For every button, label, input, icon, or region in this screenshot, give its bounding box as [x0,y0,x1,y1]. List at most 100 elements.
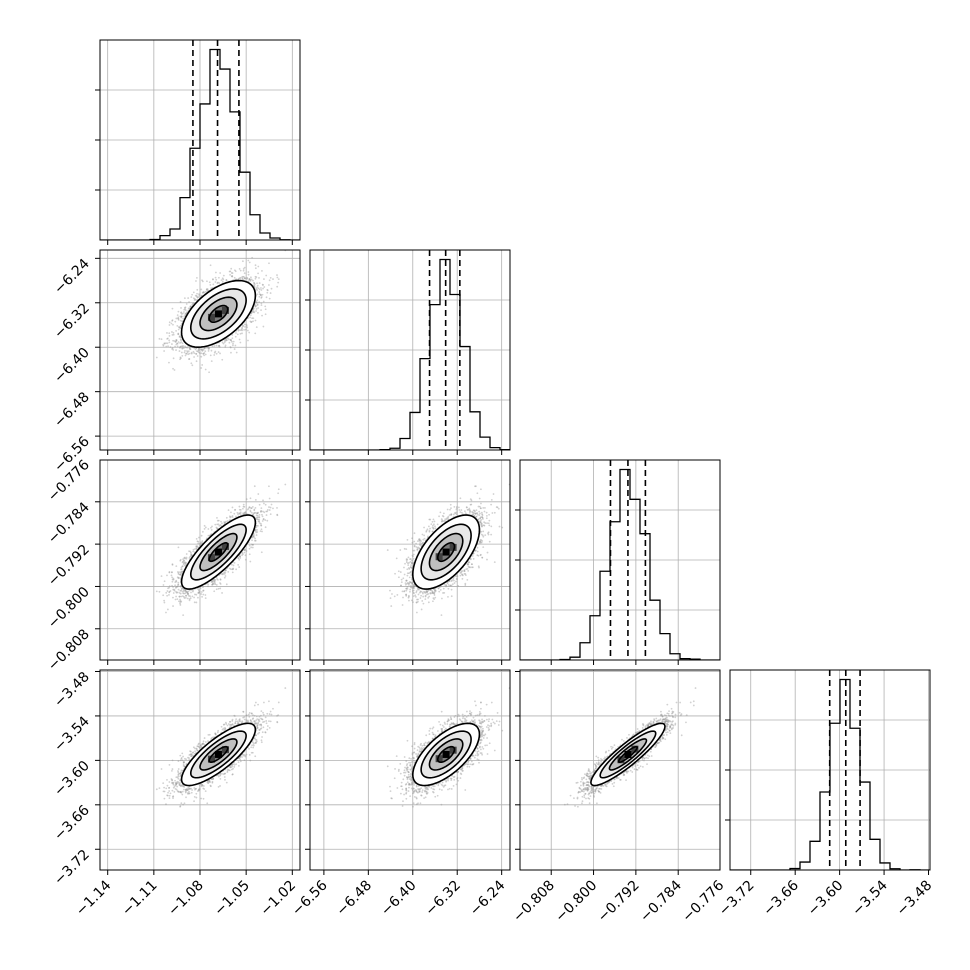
scatter-point [180,312,182,314]
scatter-point [257,311,259,314]
scatter-point [174,598,177,601]
scatter-point [253,509,256,512]
scatter-point [200,348,203,351]
scatter-point [178,326,181,329]
scatter-point [171,348,173,350]
scatter-point [204,290,207,293]
scatter-point [251,256,254,259]
scatter-point [213,580,216,583]
scatter-point [225,279,228,282]
scatter-point [256,284,259,287]
scatter-point [241,329,244,332]
scatter-point [196,296,199,299]
scatter-point [216,523,219,526]
scatter-point [185,303,188,305]
scatter-point [260,304,263,307]
scatter-point [198,590,200,592]
scatter-point [239,277,241,280]
scatter-point [188,358,190,361]
scatter-point [276,285,279,288]
scatter-point [258,301,261,304]
scatter-point [184,314,187,316]
scatter-point [235,332,237,334]
scatter-point [266,291,269,294]
scatter-point [217,351,220,353]
scatter-point [185,352,187,355]
scatter-point [188,589,191,592]
scatter-point [253,512,255,515]
scatter-point [184,345,186,348]
scatter-point [268,262,270,265]
scatter-point [269,276,272,279]
scatter-point [184,306,187,309]
scatter-point [169,346,172,348]
scatter-point [258,288,261,291]
scatter-point [238,338,241,341]
scatter-point [188,347,191,350]
histogram-panel-1 [305,249,511,455]
scatter-point [202,291,205,294]
scatter-point [235,351,238,354]
scatter-point [264,305,267,308]
scatter-point [209,354,212,357]
scatter-point [210,360,213,363]
scatter-point [174,581,177,584]
scatter-point [268,279,271,282]
scatter-point [203,347,206,350]
scatter-point [183,297,186,300]
scatter-point [204,346,207,349]
scatter-point [258,277,260,279]
scatter-point [237,277,240,280]
scatter-point [200,348,203,351]
scatter-point [241,326,244,329]
scatter-point [247,507,250,510]
scatter-point [176,342,179,345]
scatter-point [170,574,173,577]
scatter-point [198,536,200,539]
scatter-point [197,351,200,354]
scatter-point [206,289,209,292]
scatter-point [187,350,190,353]
density-pixel [214,310,222,318]
scatter-point [225,569,227,571]
scatter-point [252,279,254,282]
scatter-point [229,338,232,341]
scatter-point [168,335,171,337]
scatter-point [172,348,175,351]
scatter-point [172,588,175,591]
scatter-point [215,526,218,529]
scatter-point [187,297,190,299]
scatter-point [221,280,224,283]
scatter-point [199,541,202,544]
scatter-point [236,333,239,336]
scatter-point [212,583,214,585]
scatter-point [171,307,174,310]
scatter-point [204,353,207,356]
scatter-point [260,302,263,305]
scatter-point [175,329,177,332]
histogram-panel-0 [95,39,301,245]
scatter-point [253,536,255,539]
scatter-point [181,565,184,568]
scatter-point [208,371,210,374]
scatter-point [206,288,209,290]
scatter-point [189,347,191,350]
scatter-point [249,320,252,323]
scatter-point [192,291,195,294]
scatter-point [180,311,183,314]
scatter-point [180,587,183,590]
scatter-point [260,522,262,525]
scatter-point [182,317,185,320]
scatter-point [243,511,246,514]
scatter-point [184,346,187,349]
scatter-point [229,346,232,348]
scatter-point [184,589,187,591]
contour-line [180,279,257,349]
scatter-point [173,340,176,342]
scatter-point [184,354,187,357]
scatter-point [277,278,280,280]
scatter-point [183,351,186,354]
scatter-point [258,513,261,516]
scatter-point [186,351,189,354]
scatter-point [177,310,180,313]
